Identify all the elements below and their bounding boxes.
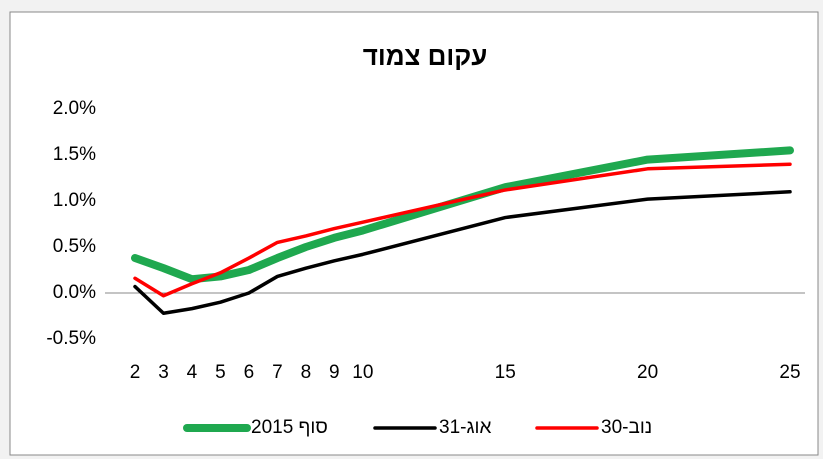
y-tick-label: 1.5% — [53, 144, 96, 165]
x-tick-label: 2 — [130, 362, 141, 383]
x-tick-label: 9 — [329, 362, 340, 383]
x-tick-label: 10 — [352, 362, 373, 383]
series-line — [131, 146, 794, 284]
legend-label: סוף 2015 — [251, 417, 328, 438]
y-tick-label: 0.0% — [53, 282, 96, 303]
y-tick-label: 0.5% — [53, 236, 96, 257]
y-tick-label: 2.0% — [53, 98, 96, 119]
series-line — [133, 190, 792, 315]
chart-title: עקום צמוד — [363, 41, 488, 71]
y-tick-label: 1.0% — [53, 190, 96, 211]
x-tick-label: 6 — [244, 362, 255, 383]
y-tick-label: -0.5% — [46, 328, 96, 349]
legend-label: 31-אוג — [439, 417, 491, 438]
x-tick-label: 4 — [187, 362, 198, 383]
series-line — [133, 162, 792, 298]
x-tick-label: 8 — [301, 362, 312, 383]
x-tick-label: 25 — [779, 362, 800, 383]
legend-label: 30-נוב — [601, 417, 652, 438]
chart-frame — [9, 11, 819, 456]
x-tick-label: 20 — [637, 362, 658, 383]
x-tick-label: 15 — [495, 362, 516, 383]
x-tick-label: 7 — [272, 362, 283, 383]
x-tick-label: 3 — [158, 362, 169, 383]
x-tick-label: 5 — [215, 362, 226, 383]
